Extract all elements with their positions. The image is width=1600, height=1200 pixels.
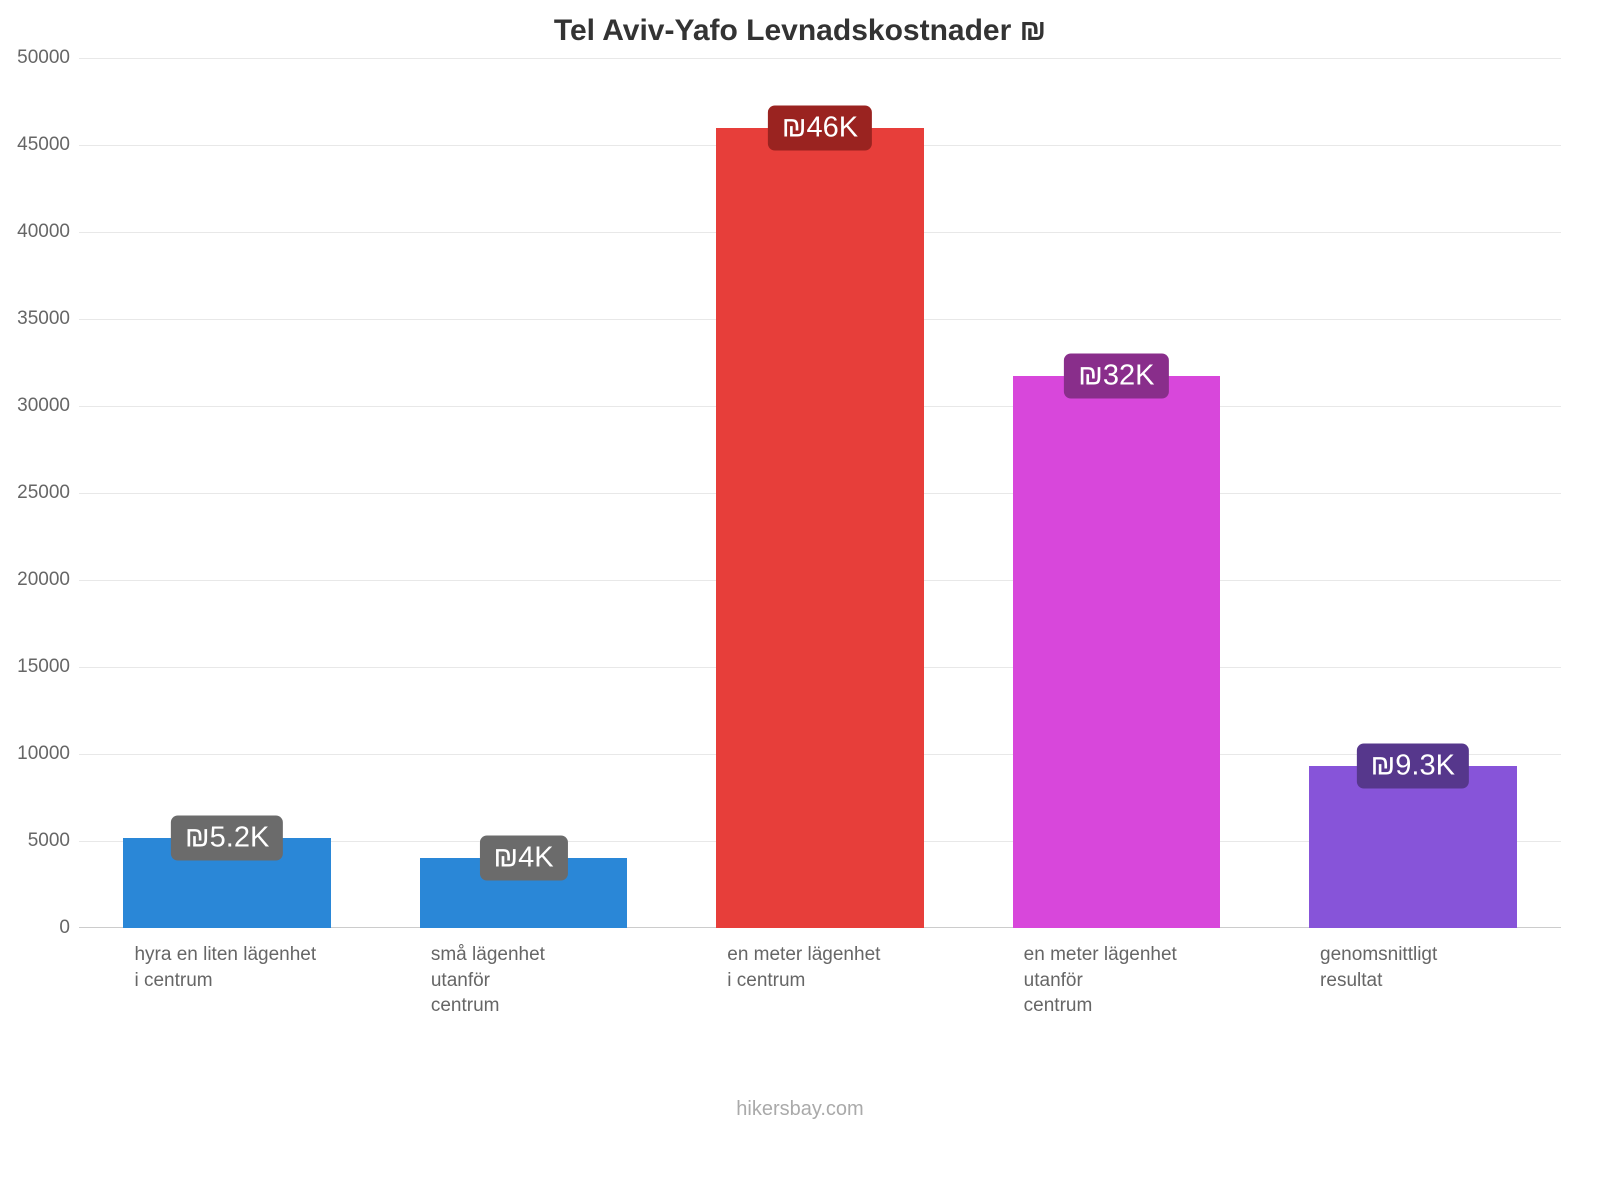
y-tick-label: 40000 <box>0 221 70 243</box>
y-tick-label: 30000 <box>0 395 70 417</box>
chart-footer: hikersbay.com <box>0 1098 1600 1121</box>
gridline <box>79 58 1561 59</box>
value-badge: ₪4K <box>480 836 568 881</box>
y-tick-label: 15000 <box>0 656 70 678</box>
plot-area: ₪5.2K ₪4K ₪46K ₪32K ₪9.3K <box>78 58 1561 928</box>
y-tick-label: 45000 <box>0 134 70 156</box>
value-badge: ₪9.3K <box>1357 744 1469 789</box>
y-tick-label: 5000 <box>0 830 70 852</box>
x-category-label: en meter lägenhetutanförcentrum <box>1024 942 1271 1019</box>
bar <box>1309 766 1516 928</box>
bar <box>1013 376 1220 928</box>
y-tick-label: 20000 <box>0 569 70 591</box>
value-badge: ₪5.2K <box>171 815 283 860</box>
y-tick-label: 0 <box>0 917 70 939</box>
value-badge: ₪46K <box>768 105 872 150</box>
y-tick-label: 50000 <box>0 47 70 69</box>
y-tick-label: 35000 <box>0 308 70 330</box>
y-tick-label: 25000 <box>0 482 70 504</box>
x-category-label: hyra en liten lägenheti centrum <box>134 942 381 993</box>
chart-title: Tel Aviv-Yafo Levnadskostnader ₪ <box>0 14 1600 48</box>
x-category-label: genomsnittligtresultat <box>1320 942 1567 993</box>
bar <box>716 128 923 928</box>
chart-container: Tel Aviv-Yafo Levnadskostnader ₪ ₪5.2K ₪4… <box>0 0 1600 1200</box>
x-category-label: en meter lägenheti centrum <box>727 942 974 993</box>
value-badge: ₪32K <box>1064 354 1168 399</box>
x-category-label: små lägenhetutanförcentrum <box>431 942 678 1019</box>
y-tick-label: 10000 <box>0 743 70 765</box>
